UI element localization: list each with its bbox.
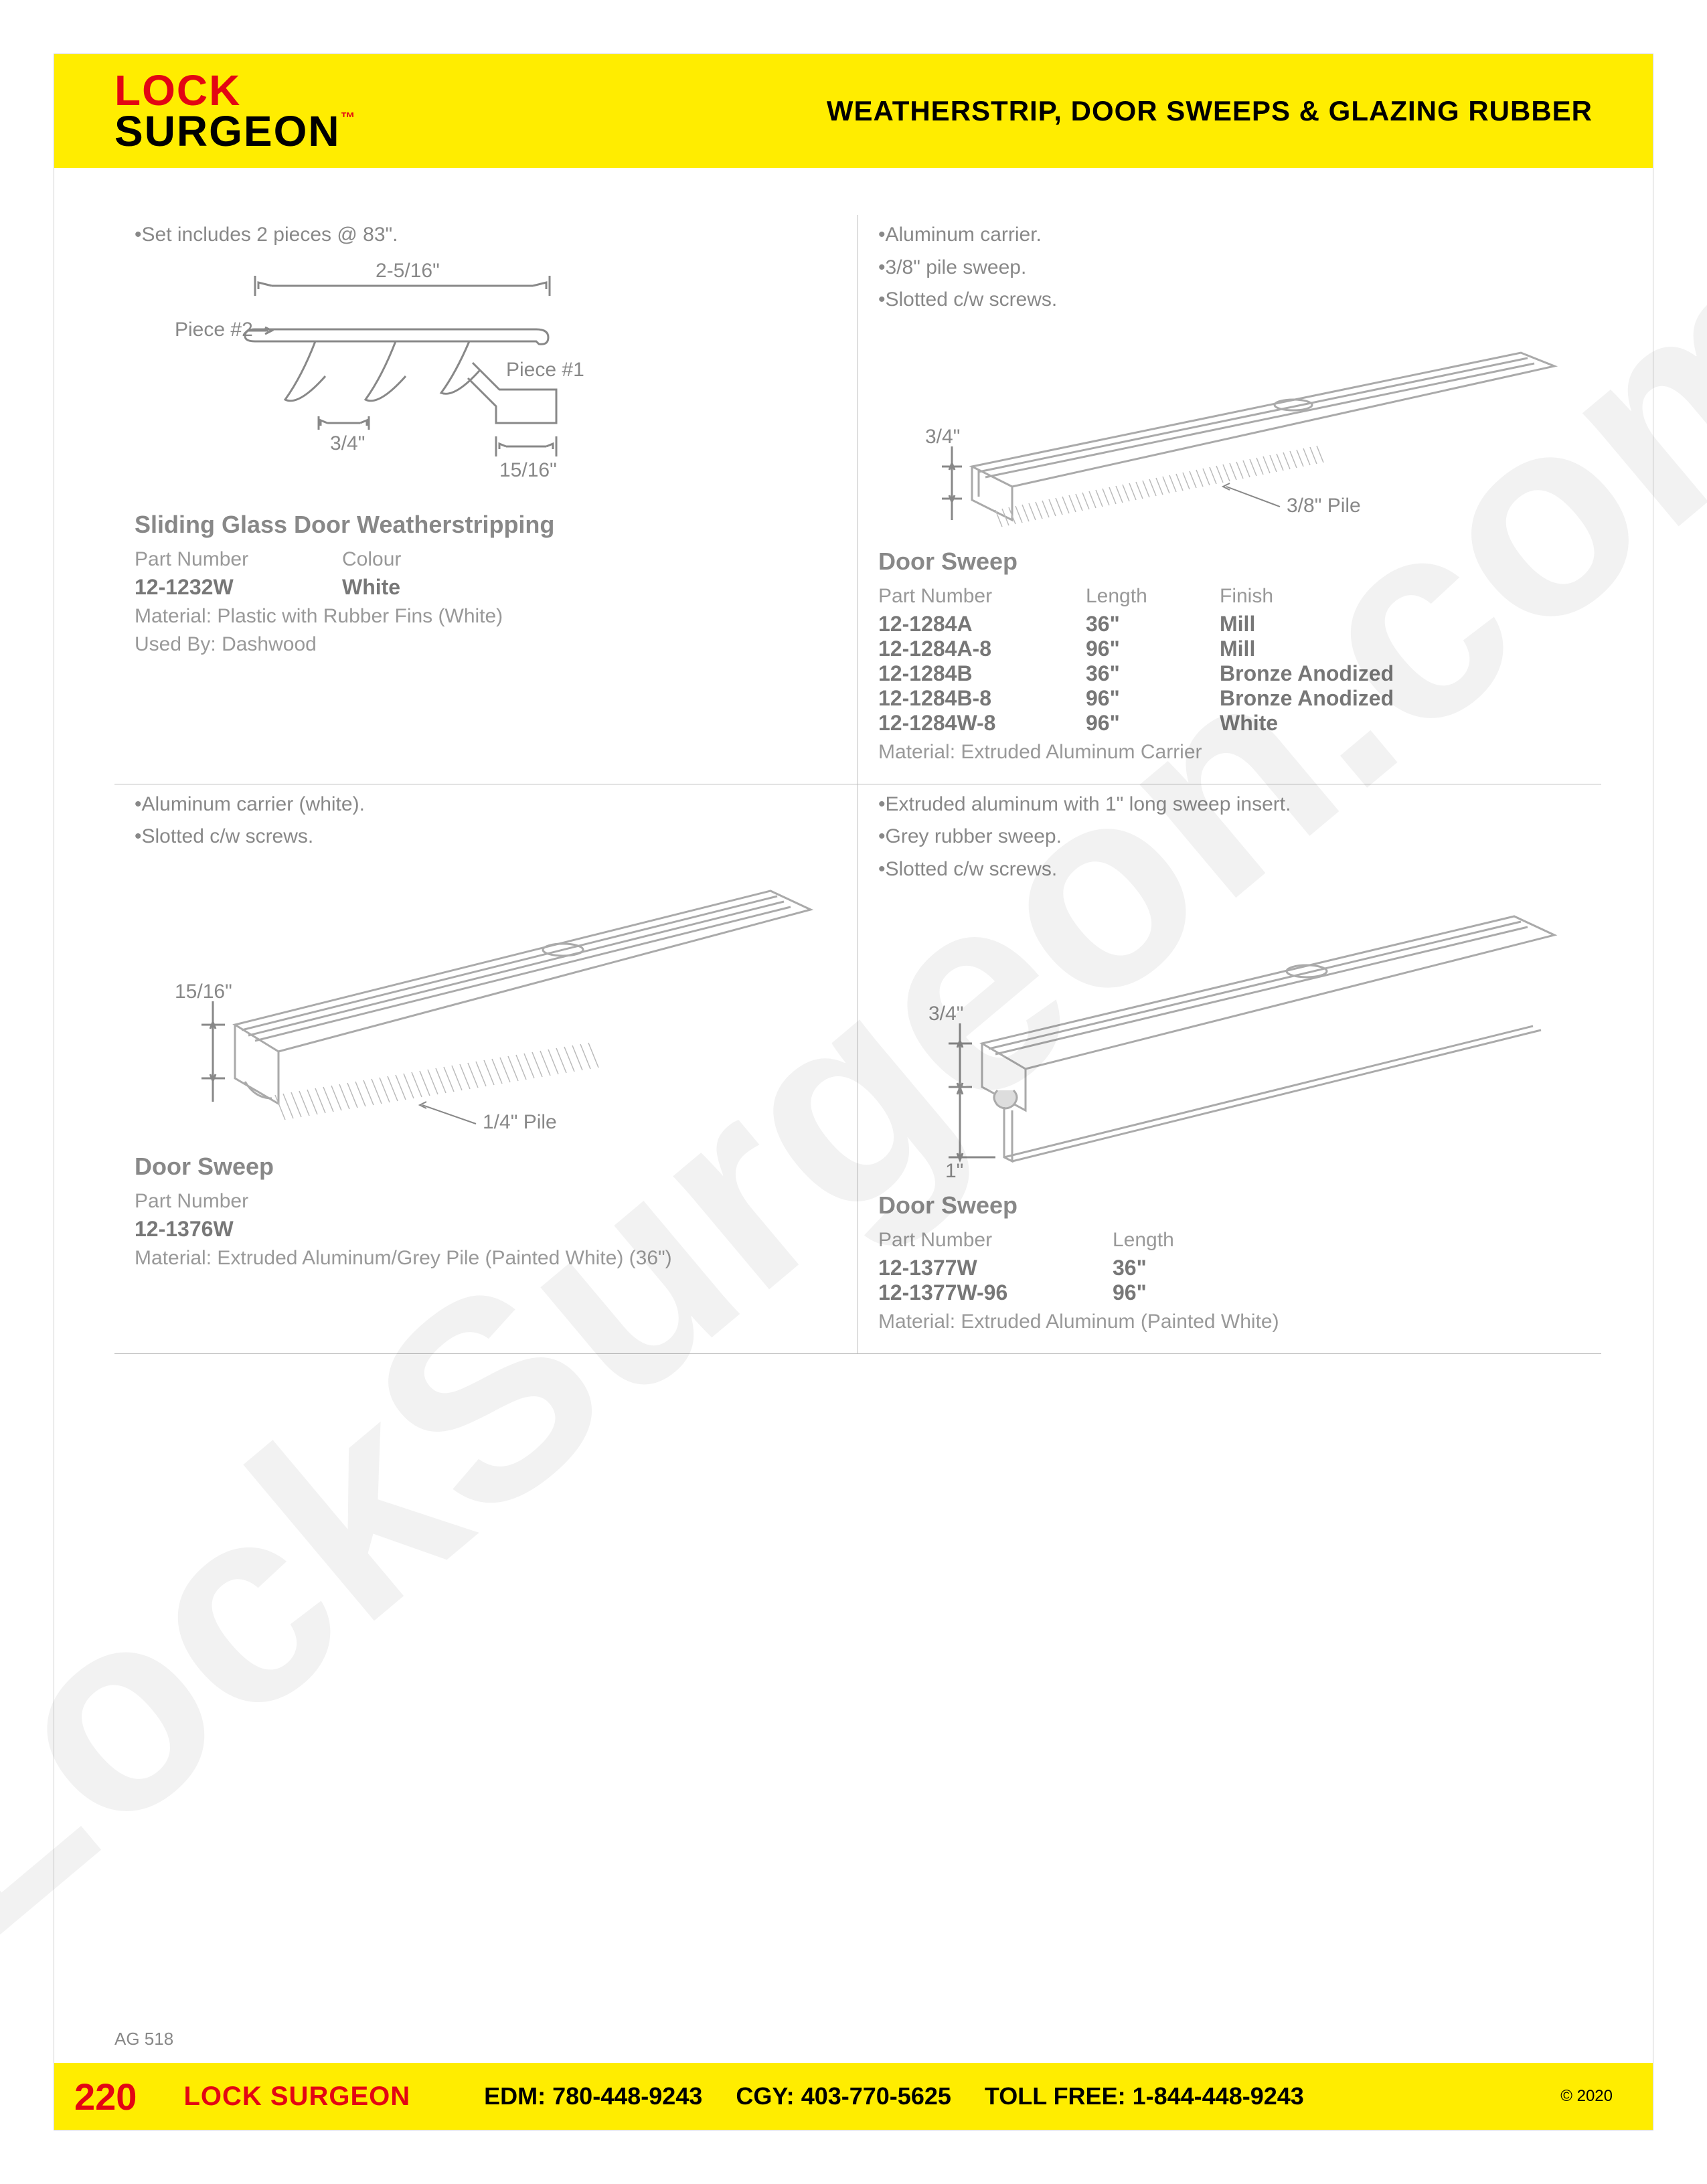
l: 36" xyxy=(1086,661,1180,686)
hdr-len: Length xyxy=(1113,1229,1206,1252)
cgy-label: CGY: xyxy=(736,2082,794,2110)
p: 12-1284W-8 xyxy=(878,711,1046,736)
edm-label: EDM: xyxy=(484,2082,546,2110)
cell2-note1: •Aluminum carrier. xyxy=(878,222,1057,249)
cell2-table: Part Number Length Finish 12-1284A 36" Mil… xyxy=(878,585,1581,736)
fig2-dim-34: 3/4" xyxy=(925,426,960,448)
mat-label: Material: xyxy=(878,1311,955,1333)
fig2-pile: 3/8" Pile xyxy=(1287,495,1361,517)
product-cell-1: •Set includes 2 pieces @ 83". 2-5/16" Pi… xyxy=(114,215,858,784)
footer-brand: LOCK SURGEON xyxy=(183,2082,410,2112)
fig3-pile: 1/4" Pile xyxy=(483,1111,557,1133)
cell4-table: Part Number Length 12-1377W 36" 12-1377W-… xyxy=(878,1229,1581,1305)
fig-piece1: Piece #1 xyxy=(506,359,584,381)
used-label: Used By: xyxy=(135,633,216,655)
hdr-part: Part Number xyxy=(135,1190,302,1213)
copyright: © 2020 xyxy=(1560,2087,1613,2106)
cgy-value: 403-770-5625 xyxy=(801,2082,951,2110)
cell3-table: Part Number 12-1376W xyxy=(135,1190,837,1242)
fig-dim-34: 3/4" xyxy=(330,432,365,454)
cell4-title: Door Sweep xyxy=(878,1191,1581,1220)
cell2-note2: •3/8" pile sweep. xyxy=(878,254,1057,282)
hdr-part: Part Number xyxy=(878,585,1046,608)
hdr-colour: Colour xyxy=(342,548,476,571)
cell4-diagram: 3/4" 1" xyxy=(878,890,1581,1181)
logo-tm: ™ xyxy=(341,109,355,126)
cell2-note3: •Slotted c/w screws. xyxy=(878,286,1057,314)
f: Mill xyxy=(1220,612,1447,637)
p: 12-1377W xyxy=(878,1256,1072,1280)
mat-label: Material: xyxy=(135,1247,212,1269)
cell2-title: Door Sweep xyxy=(878,548,1581,576)
tf-label: TOLL FREE: xyxy=(985,2082,1126,2110)
p: 12-1284B xyxy=(878,661,1046,686)
tf-value: 1-844-448-9243 xyxy=(1133,2082,1304,2110)
cell4-note3: •Slotted c/w screws. xyxy=(878,856,1581,884)
hdr-len: Length xyxy=(1086,585,1180,608)
cell1-note: •Set includes 2 pieces @ 83". xyxy=(135,222,837,249)
l: 36" xyxy=(1113,1256,1206,1280)
edm-value: 780-448-9243 xyxy=(552,2082,702,2110)
fig-dim-width: 2-5/16" xyxy=(376,260,440,282)
page-title: WEATHERSTRIP, DOOR SWEEPS & GLAZING RUBB… xyxy=(827,95,1593,127)
cell1-title: Sliding Glass Door Weatherstripping xyxy=(135,511,837,539)
fig4-dim1: 1" xyxy=(945,1160,963,1177)
l: 96" xyxy=(1113,1280,1206,1305)
l: 36" xyxy=(1086,612,1180,637)
cell3-title: Door Sweep xyxy=(135,1153,837,1181)
page-footer: 220 LOCK SURGEON EDM: 780-448-9243 CGY: … xyxy=(54,2063,1653,2130)
cell1-colour: White xyxy=(342,575,476,600)
page-number: 220 xyxy=(74,2075,137,2118)
fig4-dim34: 3/4" xyxy=(928,1003,963,1025)
fig-dim-1516: 15/16" xyxy=(499,459,557,481)
product-grid: •Set includes 2 pieces @ 83". 2-5/16" Pi… xyxy=(114,215,1593,1354)
mat-value: Extruded Aluminum (Painted White) xyxy=(961,1311,1279,1333)
cell2-diagram: 3/4" 3/8" Pile xyxy=(878,326,1581,537)
fig3-dim: 15/16" xyxy=(175,981,232,1003)
product-cell-4: •Extruded aluminum with 1" long sweep in… xyxy=(858,784,1601,1355)
cell1-table: Part Number Colour 12-1232W White xyxy=(135,548,837,600)
mat-label: Material: xyxy=(135,605,212,627)
l: 96" xyxy=(1086,686,1180,711)
mat-value: Extruded Aluminum/Grey Pile (Painted Whi… xyxy=(217,1247,671,1269)
logo-line2: SURGEON xyxy=(114,107,341,155)
mat-value: Extruded Aluminum Carrier xyxy=(961,741,1202,763)
cell1-part: 12-1232W xyxy=(135,575,302,600)
f: Bronze Anodized xyxy=(1220,686,1447,711)
product-cell-2: •Aluminum carrier. •3/8" pile sweep. •Sl… xyxy=(858,215,1601,784)
mat-label: Material: xyxy=(878,741,955,763)
footer-code: AG 518 xyxy=(114,2029,173,2049)
f: White xyxy=(1220,711,1447,736)
cell3-note1: •Aluminum carrier (white). xyxy=(135,791,837,819)
hdr-fin: Finish xyxy=(1220,585,1447,608)
l: 96" xyxy=(1086,711,1180,736)
fig-piece2: Piece #2 xyxy=(175,319,253,341)
hdr-part: Part Number xyxy=(135,548,302,571)
used-value: Dashwood xyxy=(222,633,317,655)
p: 12-1377W-96 xyxy=(878,1280,1072,1305)
p: 12-1284B-8 xyxy=(878,686,1046,711)
cell4-note1: •Extruded aluminum with 1" long sweep in… xyxy=(878,791,1581,819)
mat-value: Plastic with Rubber Fins (White) xyxy=(217,605,503,627)
f: Bronze Anodized xyxy=(1220,661,1447,686)
cell3-part: 12-1376W xyxy=(135,1217,302,1242)
cell3-diagram: 15/16" 1/4" Pile xyxy=(135,857,837,1142)
cell1-diagram: 2-5/16" Piece #2 xyxy=(135,256,837,500)
cell3-note2: •Slotted c/w screws. xyxy=(135,823,837,851)
product-cell-3: •Aluminum carrier (white). •Slotted c/w … xyxy=(114,784,858,1355)
page-frame: LOCK SURGEON™ WEATHERSTRIP, DOOR SWEEPS … xyxy=(54,54,1653,2130)
cell4-note2: •Grey rubber sweep. xyxy=(878,823,1581,851)
l: 96" xyxy=(1086,637,1180,661)
logo: LOCK SURGEON™ xyxy=(114,70,355,152)
page-header: LOCK SURGEON™ WEATHERSTRIP, DOOR SWEEPS … xyxy=(54,54,1653,168)
content-area: •Set includes 2 pieces @ 83". 2-5/16" Pi… xyxy=(54,168,1653,1354)
logo-line1: LOCK xyxy=(114,70,355,111)
p: 12-1284A xyxy=(878,612,1046,637)
hdr-part: Part Number xyxy=(878,1229,1072,1252)
p: 12-1284A-8 xyxy=(878,637,1046,661)
f: Mill xyxy=(1220,637,1447,661)
